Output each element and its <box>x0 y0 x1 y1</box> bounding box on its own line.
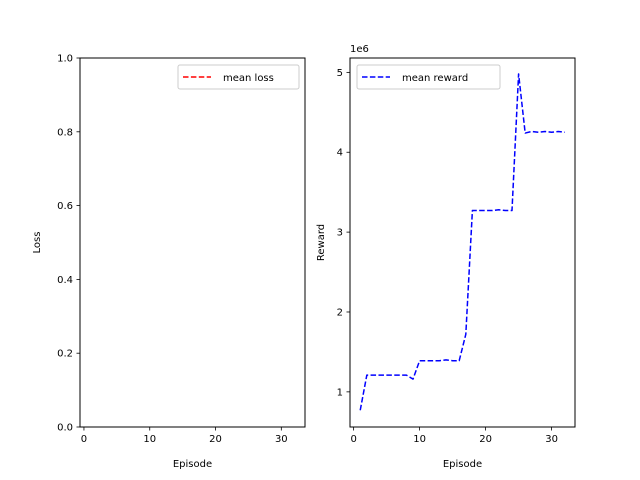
reward-y-axis-label: Reward <box>316 224 327 261</box>
loss-x-tick-label: 30 <box>275 434 288 445</box>
reward-legend-label: mean reward <box>402 73 468 84</box>
reward-legend: mean reward <box>356 64 501 90</box>
reward-x-tick-label: 30 <box>545 434 558 445</box>
loss-subplot: 0 10 20 30 0.0 0.2 0.4 0.6 0.8 1.0 Episode Loss m… <box>32 54 306 470</box>
loss-legend-label: mean loss <box>223 73 274 84</box>
loss-legend-box <box>177 64 300 90</box>
reward-subplot: 0 10 20 30 1 2 3 4 5 1e6 Episode Reward mean rew… <box>316 44 576 470</box>
reward-x-tick-label: 20 <box>479 434 492 445</box>
reward-x-tick-label: 10 <box>413 434 426 445</box>
reward-y-tick-label: 2 <box>337 307 343 318</box>
reward-plot-lines <box>359 73 565 411</box>
reward-axis-ticks: 0 10 20 30 1 2 3 4 5 <box>337 68 558 445</box>
reward-x-axis-label: Episode <box>443 459 482 470</box>
loss-x-tick-label: 20 <box>209 434 222 445</box>
loss-y-axis-label: Loss <box>32 232 43 254</box>
reward-x-tick-label: 0 <box>350 434 356 445</box>
loss-y-tick-label: 0.6 <box>57 201 73 212</box>
loss-plot-frame <box>79 57 306 428</box>
loss-x-axis-label: Episode <box>173 459 212 470</box>
loss-y-tick-label: 1.0 <box>57 54 73 65</box>
loss-y-tick-label: 0.2 <box>57 349 73 360</box>
loss-legend: mean loss <box>177 64 300 90</box>
reward-legend-box <box>356 64 501 90</box>
reward-y-offset-text: 1e6 <box>350 44 369 55</box>
reward-y-tick-label: 3 <box>337 228 343 239</box>
loss-axis-ticks: 0 10 20 30 0.0 0.2 0.4 0.6 0.8 1.0 <box>57 54 288 446</box>
reward-y-tick-label: 4 <box>337 148 343 159</box>
loss-y-tick-label: 0.8 <box>57 127 73 138</box>
loss-x-tick-label: 10 <box>143 434 156 445</box>
reward-y-tick-label: 5 <box>337 68 343 79</box>
loss-y-tick-label: 0.0 <box>57 423 73 434</box>
loss-y-tick-label: 0.4 <box>57 275 73 286</box>
reward-plot-frame <box>349 57 576 428</box>
loss-x-tick-label: 0 <box>81 434 87 445</box>
reward-y-tick-label: 1 <box>337 387 343 398</box>
reward-series-line <box>359 73 565 411</box>
